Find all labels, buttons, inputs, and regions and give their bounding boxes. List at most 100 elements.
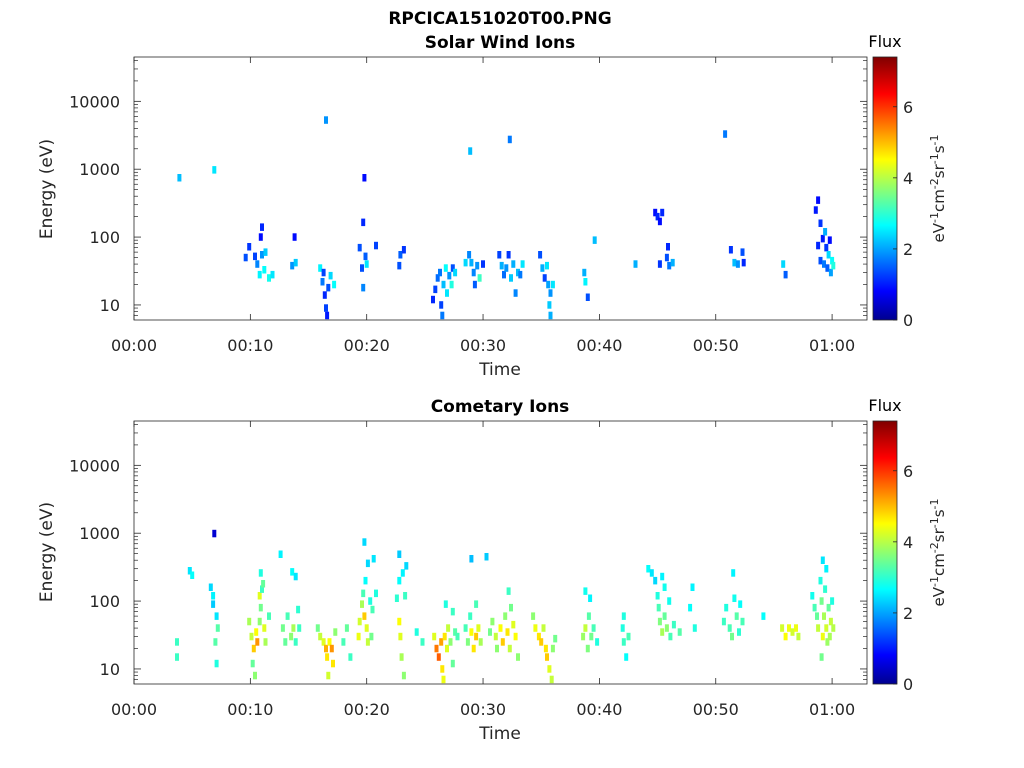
heatmap-cell (660, 208, 665, 217)
heatmap-cell (370, 605, 375, 614)
heatmap-cell (326, 671, 331, 680)
heatmap-cell (360, 600, 364, 608)
heatmap-cell (394, 594, 399, 602)
heatmap-cell (468, 147, 473, 155)
x-tick-label: 00:40 (576, 336, 622, 355)
heatmap-cell (591, 624, 596, 632)
heatmap-cell (254, 628, 259, 636)
panel-title: Cometary Ions (431, 397, 570, 417)
heatmap-cell (813, 206, 818, 214)
heatmap-cell (175, 638, 179, 646)
colorbar-tick-label: 6 (903, 98, 913, 117)
heatmap-cell (341, 638, 346, 646)
y-tick-label: 10000 (69, 456, 120, 475)
heatmap-cell (270, 270, 275, 279)
heatmap-cell (545, 653, 549, 661)
heatmap-cell (549, 675, 554, 684)
heatmap-cell (333, 628, 338, 636)
heatmap-cell (819, 597, 824, 605)
heatmap-cell (583, 624, 588, 632)
heatmap-cell (403, 592, 408, 600)
heatmap-cell (324, 304, 328, 312)
heatmap-cell (690, 583, 695, 591)
heatmap-cell (212, 529, 217, 538)
colorbar-tick-label: 4 (903, 533, 913, 552)
heatmap-cell (502, 270, 506, 279)
x-tick-label: 01:00 (809, 336, 855, 355)
heatmap-cell (369, 632, 374, 641)
heatmap-cell (296, 605, 301, 614)
x-tick-label: 00:40 (576, 700, 622, 719)
heatmap-cell (363, 252, 368, 261)
heatmap-cell (258, 233, 263, 241)
colorbar-gradient (872, 420, 898, 685)
heatmap-cell (401, 671, 406, 680)
heatmap-cell (208, 583, 213, 591)
heatmap-cell (500, 638, 505, 646)
heatmap-cell (737, 628, 741, 636)
heatmap-cell (740, 617, 745, 626)
heatmap-cell (826, 603, 831, 612)
heatmap-cell (657, 217, 662, 226)
heatmap-cell (348, 653, 353, 661)
heatmap-cell (478, 638, 483, 646)
heatmap-cell (488, 628, 492, 636)
heatmap-cell (187, 567, 192, 575)
x-axis-label: Time (478, 360, 521, 380)
heatmap-cell (816, 241, 821, 250)
colorbar-unit-label: eV-1cm-2sr-1s-1 (928, 498, 948, 606)
heatmap-cell (547, 301, 552, 309)
heatmap-cell (291, 624, 296, 632)
heatmap-cell (810, 592, 815, 600)
colorbar-tick-label: 2 (903, 604, 913, 623)
heatmap-cell (796, 632, 801, 641)
heatmap-cell (662, 612, 667, 620)
heatmap-cell (660, 572, 665, 581)
heatmap-cell (738, 600, 743, 608)
heatmap-cells (177, 116, 836, 320)
heatmap-cell (326, 283, 331, 292)
heatmap-cell (445, 644, 449, 653)
colorbar-gradient (872, 56, 898, 321)
heatmap-cell (490, 617, 495, 626)
heatmap-cell (503, 612, 508, 620)
heatmap-cell (293, 572, 298, 581)
heatmap-cell (292, 233, 297, 241)
heatmap-cell (818, 219, 823, 227)
heatmap-cell (328, 271, 333, 280)
heatmap-cell (442, 632, 447, 641)
y-axis-label: Energy (eV) (37, 502, 57, 602)
heatmap-cell (657, 260, 662, 268)
heatmap-cell (404, 562, 409, 570)
colorbar-title: Flux (868, 32, 901, 51)
heatmap-cell (315, 624, 320, 632)
heatmap-cell (495, 644, 499, 653)
heatmap-cell (361, 218, 366, 227)
y-tick-label: 1000 (79, 160, 120, 179)
heatmap-cell (450, 264, 455, 272)
heatmap-cell (728, 246, 733, 254)
heatmap-cell (211, 600, 216, 608)
heatmap-cell (825, 264, 830, 272)
heatmap-cell (363, 576, 368, 585)
heatmap-cell (474, 600, 479, 608)
x-tick-label: 00:20 (344, 700, 390, 719)
heatmap-cell (469, 258, 474, 267)
heatmap-cell (664, 624, 669, 632)
heatmap-cell (414, 628, 419, 636)
heatmap-cell (509, 603, 513, 612)
plot-frame (133, 56, 868, 321)
heatmap-cell (820, 556, 825, 564)
heatmap-cell (360, 264, 364, 272)
heatmap-cell (297, 624, 302, 632)
heatmap-cell (505, 628, 510, 636)
plot-frame (133, 420, 868, 685)
heatmap-cell (371, 555, 376, 563)
heatmap-cell (646, 565, 651, 573)
heatmap-cell (474, 632, 479, 641)
heatmap-cell (624, 653, 629, 661)
heatmap-cell (538, 251, 543, 259)
heatmap-cell (548, 289, 553, 297)
heatmap-cell (509, 274, 513, 282)
heatmap-cell (820, 234, 825, 243)
